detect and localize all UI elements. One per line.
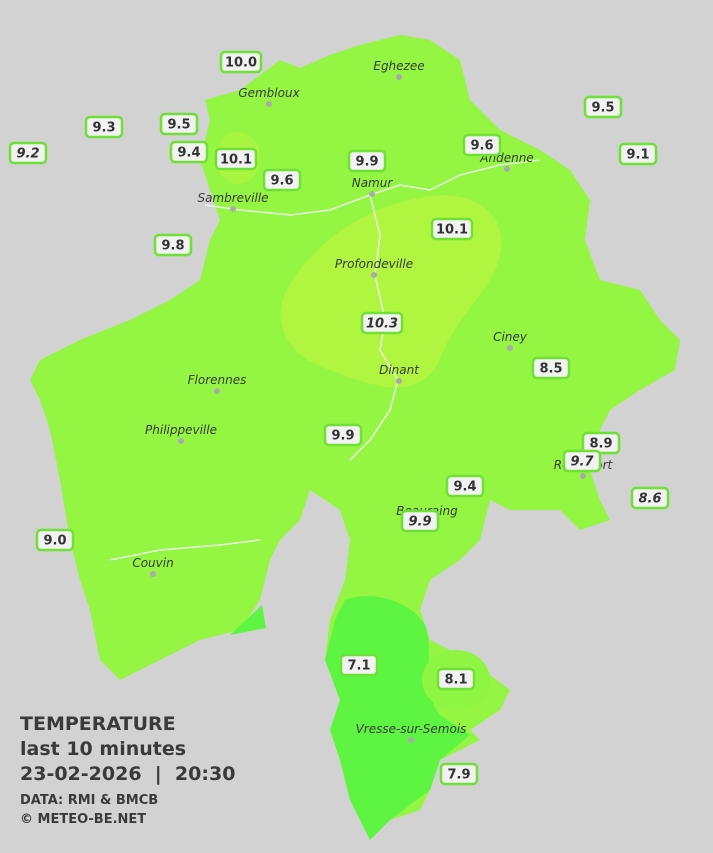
city-dot (214, 388, 220, 394)
station-label: 9.9 (355, 155, 378, 170)
station-label: 9.4 (453, 480, 476, 495)
station-box (347, 149, 387, 173)
station-label: 9.5 (167, 118, 190, 133)
city-dot (396, 74, 402, 80)
city-name: Couvin (132, 556, 173, 570)
station-box (439, 762, 479, 786)
city-name: Namur (352, 176, 394, 190)
city-dot (369, 191, 375, 197)
city-name: Vresse-sur-Semois (356, 722, 467, 736)
city-dot (507, 345, 513, 351)
station-box (35, 528, 75, 552)
station-box (531, 356, 571, 380)
station-box (436, 667, 476, 691)
station-box (219, 50, 263, 74)
city-dot (504, 166, 510, 172)
station-box (581, 431, 621, 455)
station-label: 10.1 (220, 153, 252, 168)
city-name: Philippeville (145, 423, 217, 437)
station-label: 9.1 (626, 148, 649, 163)
city-dot (230, 206, 236, 212)
station-label: 10.0 (225, 56, 257, 71)
station-label: 9.3 (92, 121, 115, 136)
station-label: 10.3 (366, 317, 398, 332)
station-label: 8.9 (589, 437, 612, 452)
river (204, 159, 541, 216)
credit: © METEO-BE.NET (20, 812, 146, 827)
cool-zone (230, 605, 266, 635)
station-box (360, 311, 404, 335)
station-box (8, 141, 48, 165)
river (349, 194, 399, 461)
station-label: 8.1 (444, 673, 467, 688)
station-box (400, 509, 440, 533)
station-label: 9.6 (270, 174, 293, 189)
station-label: 10.1 (436, 223, 468, 238)
city-dot (178, 438, 184, 444)
city-dot (580, 473, 586, 479)
station-label: 8.6 (638, 492, 661, 507)
city-dot (150, 571, 156, 577)
source: DATA: RMI & BMCB (20, 793, 158, 808)
station-box (323, 423, 363, 447)
station-box (262, 168, 302, 192)
station-box (153, 233, 193, 257)
city-name: Eghezee (373, 59, 424, 73)
station-label: 9.9 (408, 515, 431, 530)
station-label: 9.5 (591, 101, 614, 116)
city-dot (408, 737, 414, 743)
station-label: 7.9 (447, 768, 470, 783)
city-name: Gembloux (238, 86, 300, 100)
station-label: 9.7 (570, 455, 594, 470)
station-label: 8.5 (539, 362, 562, 377)
city-name: Profondeville (335, 257, 413, 271)
title: TEMPERATURE (20, 713, 176, 735)
station-label: 9.2 (16, 147, 39, 162)
station-label: 7.1 (347, 659, 370, 674)
station-label: 9.4 (177, 146, 200, 161)
station-box (445, 474, 485, 498)
station-label: 9.9 (331, 429, 354, 444)
station-box (339, 653, 379, 677)
subtitle: last 10 minutes (20, 738, 186, 760)
station-box (630, 486, 670, 510)
city-dot (371, 272, 377, 278)
station-box (430, 217, 474, 241)
station-label: 9.8 (161, 239, 184, 254)
station-box (583, 95, 623, 119)
station-label: 9.6 (470, 139, 493, 154)
city-name: Sambreville (197, 191, 268, 205)
city-name: Ciney (493, 330, 528, 344)
station-box (169, 140, 209, 164)
station-box (618, 142, 658, 166)
city-dot (266, 101, 272, 107)
station-box (159, 112, 199, 136)
station-box (562, 449, 602, 473)
station-box (214, 147, 258, 171)
city-dot (396, 378, 402, 384)
station-box (462, 133, 502, 157)
station-box (84, 115, 124, 139)
city-name: Dinant (379, 363, 420, 377)
city-name: Florennes (188, 373, 247, 387)
datetime: 23-02-2026 | 20:30 (20, 763, 235, 785)
river (109, 539, 261, 561)
warm-zone (280, 195, 502, 388)
station-label: 9.0 (43, 534, 66, 549)
